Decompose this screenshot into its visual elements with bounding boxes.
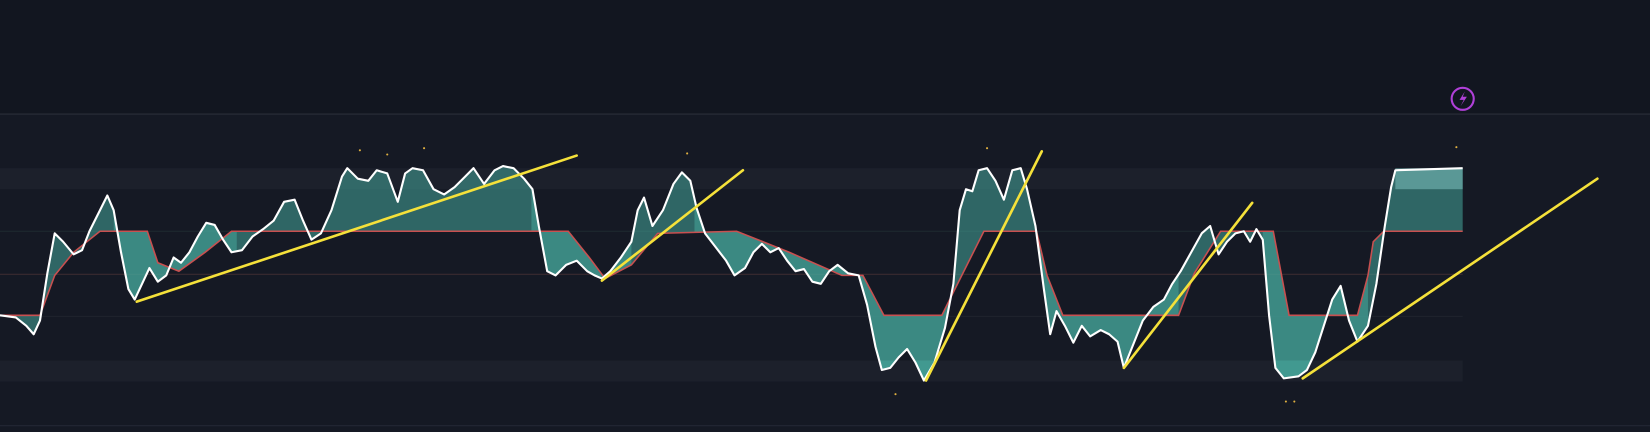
top-area <box>0 0 1650 114</box>
alert-icon[interactable] <box>1450 86 1475 111</box>
trend-line <box>135 154 578 303</box>
dot <box>1293 400 1296 403</box>
trend-line <box>924 150 1044 382</box>
alert-bolt <box>1459 91 1467 107</box>
dot <box>986 147 989 150</box>
oscillator-line <box>0 165 1463 382</box>
signal-line <box>0 230 1463 317</box>
alert-circle <box>1450 86 1475 111</box>
lower-band <box>0 360 1463 382</box>
dot <box>686 152 689 155</box>
dot <box>423 147 426 150</box>
trend-line <box>1301 177 1599 380</box>
trend-line <box>600 168 745 282</box>
dot <box>894 393 897 396</box>
top-highlight <box>1395 168 1463 190</box>
trend-line <box>1122 201 1254 370</box>
trend-lines <box>135 150 1599 382</box>
dot <box>386 153 389 156</box>
dot <box>358 149 361 152</box>
dots <box>358 146 1458 403</box>
dot <box>1455 146 1458 149</box>
dot <box>1284 400 1287 403</box>
